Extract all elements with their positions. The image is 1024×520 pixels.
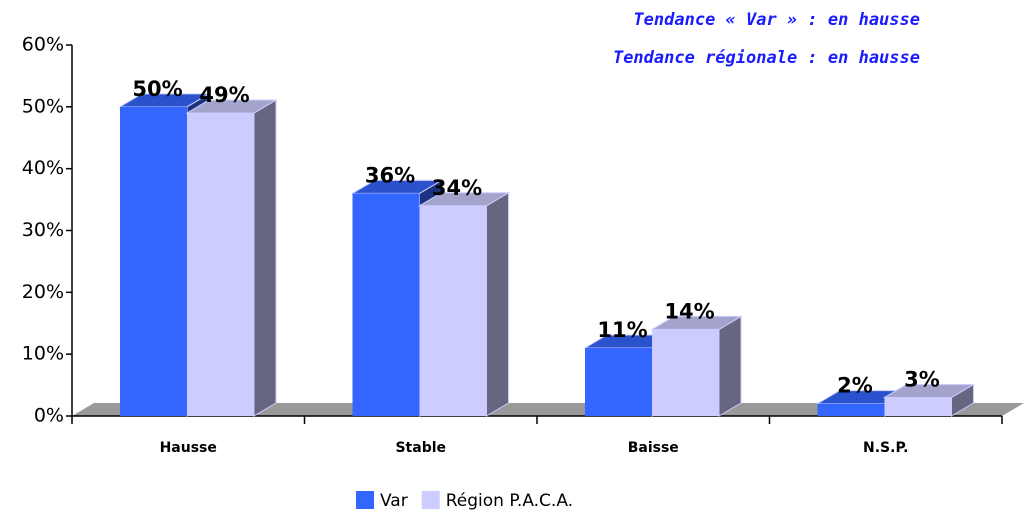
annotation: Tendance « Var » : en hausse (633, 10, 920, 30)
legend-swatch (356, 491, 374, 509)
bar-front (352, 193, 420, 416)
value-label: 34% (432, 176, 482, 200)
y-tick-label: 0% (34, 405, 64, 427)
legend-swatch (421, 491, 440, 509)
y-tick-label: 60% (22, 34, 64, 56)
bar (882, 383, 976, 417)
y-tick-label: 10% (22, 343, 64, 365)
value-label: 49% (199, 83, 249, 107)
legend-label: Région P.A.C.A. (446, 491, 573, 511)
bar-front (187, 113, 254, 417)
annotation: Tendance régionale : en hausse (613, 48, 920, 68)
x-tick-label: Hausse (160, 440, 217, 456)
value-label: 3% (904, 367, 940, 391)
legend-label: Var (380, 491, 408, 511)
value-label: 2% (837, 374, 873, 398)
bar-front (120, 106, 187, 416)
y-tick-label: 40% (22, 157, 64, 179)
bar-front (884, 397, 952, 416)
bar (417, 191, 511, 417)
bar-front (817, 403, 885, 416)
bar-front (652, 329, 719, 416)
floor (72, 403, 1024, 416)
value-label: 36% (365, 163, 415, 187)
value-label: 14% (664, 299, 714, 323)
bar-side (253, 99, 277, 417)
y-tick-label: 50% (22, 95, 64, 117)
y-tick-label: 30% (22, 219, 64, 241)
x-tick-label: Baisse (628, 440, 679, 456)
bar-side (718, 315, 742, 417)
x-tick-label: N.S.P. (863, 440, 908, 456)
value-label: 11% (597, 318, 647, 342)
bar-front (419, 205, 487, 416)
bar (650, 315, 743, 417)
bar-front (585, 347, 652, 416)
bar-side (486, 191, 509, 417)
y-tick-label: 20% (22, 281, 64, 303)
x-tick-label: Stable (395, 440, 446, 456)
value-label: 50% (132, 77, 182, 101)
bar (185, 99, 278, 417)
